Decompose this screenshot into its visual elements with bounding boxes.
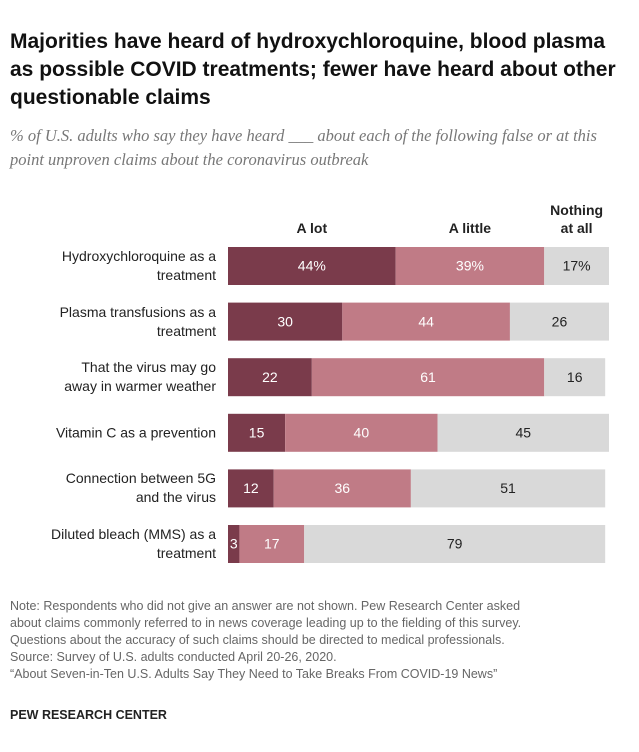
bar-segment bbox=[544, 247, 609, 285]
legend-label: A lot bbox=[296, 220, 328, 236]
legend-label: Nothing at all bbox=[550, 202, 604, 236]
bar-segment bbox=[342, 302, 510, 341]
category-label: Hydroxychloroquine as a treatment bbox=[61, 248, 216, 283]
footer: PEW RESEARCH CENTER bbox=[10, 708, 167, 722]
bar-segment bbox=[437, 413, 609, 452]
note-line: Note: Respondents who did not give an an… bbox=[10, 599, 521, 613]
value-label: 44% bbox=[298, 258, 326, 274]
bar-segment bbox=[273, 469, 411, 508]
value-label: 61 bbox=[420, 369, 436, 385]
category-label: Diluted bleach (MMS) as a treatment bbox=[51, 526, 216, 561]
value-label: 16 bbox=[567, 369, 583, 385]
bar-segment bbox=[509, 302, 609, 341]
value-label: 15 bbox=[249, 425, 265, 441]
bar-segment bbox=[304, 525, 606, 563]
value-label: 44 bbox=[418, 313, 434, 329]
chart-subtitle: % of U.S. adults who say they have heard… bbox=[10, 126, 597, 169]
bar-segment bbox=[228, 525, 240, 563]
value-label: 40 bbox=[354, 425, 370, 441]
note-line: about claims commonly referred to in new… bbox=[10, 616, 522, 630]
bar-segment bbox=[395, 247, 545, 285]
bar-segment bbox=[311, 358, 545, 397]
note-line: Questions about the accuracy of such cla… bbox=[10, 633, 505, 647]
value-label: 3 bbox=[230, 536, 238, 552]
value-label: 12 bbox=[243, 480, 259, 496]
bar-segment bbox=[228, 469, 274, 508]
value-label: 26 bbox=[552, 313, 568, 329]
category-label: Connection between 5G and the virus bbox=[65, 470, 216, 506]
category-label: That the virus may go away in warmer wea… bbox=[64, 359, 216, 395]
value-label: 30 bbox=[277, 313, 293, 329]
bar-segment bbox=[228, 413, 286, 452]
note-line: “About Seven-in-Ten U.S. Adults Say They… bbox=[10, 667, 498, 681]
bar-segment bbox=[239, 525, 305, 563]
note-line: Source: Survey of U.S. adults conducted … bbox=[10, 650, 337, 664]
bar-segment bbox=[544, 358, 606, 397]
chart-title: Majorities have heard of hydroxychloroqu… bbox=[10, 30, 616, 109]
bar-segment bbox=[285, 413, 438, 452]
value-label: 22 bbox=[262, 369, 278, 385]
bar-segment bbox=[228, 358, 312, 397]
bar-segment bbox=[228, 247, 396, 285]
bar-segment bbox=[228, 302, 343, 341]
value-label: 39% bbox=[456, 258, 484, 274]
bar-segment bbox=[410, 469, 606, 508]
value-label: 79 bbox=[447, 536, 463, 552]
value-label: 17% bbox=[563, 258, 591, 274]
category-label: Plasma transfusions as a treatment bbox=[59, 303, 216, 339]
legend-label: A little bbox=[448, 220, 492, 236]
category-label: Vitamin C as a prevention bbox=[55, 424, 216, 441]
value-label: 51 bbox=[500, 480, 516, 496]
value-label: 45 bbox=[515, 425, 531, 441]
value-label: 36 bbox=[335, 480, 351, 496]
value-label: 17 bbox=[264, 536, 280, 552]
